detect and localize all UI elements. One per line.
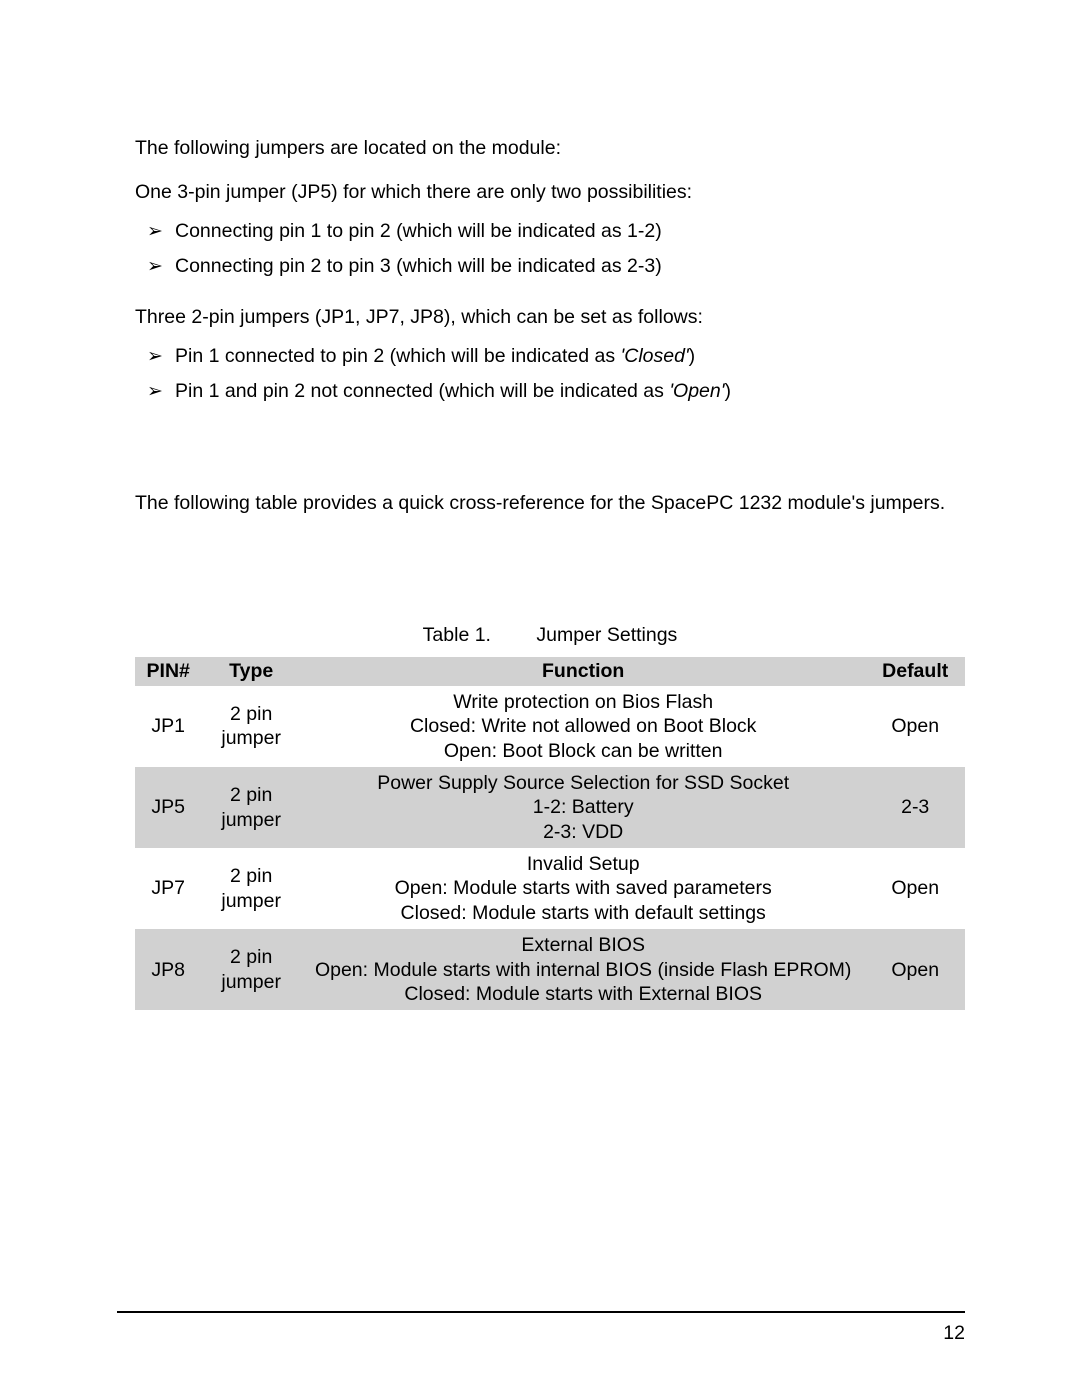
intro-paragraph-2: One 3-pin jumper (JP5) for which there a…: [135, 179, 965, 205]
table-header-row: PIN# Type Function Default: [135, 657, 965, 686]
bullet-icon: ➢: [135, 342, 175, 372]
cell-pin: JP1: [135, 686, 201, 767]
table-intro-paragraph: The following table provides a quick cro…: [135, 490, 965, 516]
table-row: JP12 pinjumperWrite protection on Bios F…: [135, 686, 965, 767]
col-header-pin: PIN#: [135, 657, 201, 686]
cell-function: Write protection on Bios FlashClosed: Wr…: [301, 686, 865, 767]
cell-type: 2 pinjumper: [201, 686, 301, 767]
cell-function: External BIOSOpen: Module starts with in…: [301, 929, 865, 1010]
cell-type: 2 pinjumper: [201, 767, 301, 848]
bullet-list-1: ➢ Connecting pin 1 to pin 2 (which will …: [135, 216, 965, 283]
cell-pin: JP7: [135, 848, 201, 929]
col-header-default: Default: [865, 657, 965, 686]
list-item: ➢ Pin 1 connected to pin 2 (which will b…: [135, 341, 965, 372]
table-row: JP52 pinjumperPower Supply Source Select…: [135, 767, 965, 848]
intro-paragraph-1: The following jumpers are located on the…: [135, 135, 965, 161]
cell-default: Open: [865, 848, 965, 929]
cell-type: 2 pinjumper: [201, 848, 301, 929]
list-item-text: Connecting pin 2 to pin 3 (which will be…: [175, 251, 662, 282]
list-item-text: Pin 1 and pin 2 not connected (which wil…: [175, 376, 731, 407]
bullet-icon: ➢: [135, 252, 175, 282]
bullet-icon: ➢: [135, 217, 175, 247]
cell-default: 2-3: [865, 767, 965, 848]
table-body: JP12 pinjumperWrite protection on Bios F…: [135, 686, 965, 1011]
page-number: 12: [943, 1322, 965, 1345]
table-caption: Table 1. Jumper Settings: [135, 624, 965, 647]
col-header-function: Function: [301, 657, 865, 686]
list-item: ➢ Pin 1 and pin 2 not connected (which w…: [135, 376, 965, 407]
table-row: JP72 pinjumperInvalid SetupOpen: Module …: [135, 848, 965, 929]
intro-paragraph-3: Three 2-pin jumpers (JP1, JP7, JP8), whi…: [135, 304, 965, 330]
cell-default: Open: [865, 929, 965, 1010]
table-row: JP82 pinjumperExternal BIOSOpen: Module …: [135, 929, 965, 1010]
cell-type: 2 pinjumper: [201, 929, 301, 1010]
document-page: The following jumpers are located on the…: [0, 0, 1080, 1397]
cell-function: Invalid SetupOpen: Module starts with sa…: [301, 848, 865, 929]
spacer: [135, 430, 965, 490]
spacer: [135, 534, 965, 624]
caption-title: Jumper Settings: [536, 624, 677, 646]
cell-pin: JP8: [135, 929, 201, 1010]
list-item-text: Connecting pin 1 to pin 2 (which will be…: [175, 216, 662, 247]
cell-default: Open: [865, 686, 965, 767]
list-item-text: Pin 1 connected to pin 2 (which will be …: [175, 341, 695, 372]
bullet-icon: ➢: [135, 377, 175, 407]
list-item: ➢ Connecting pin 1 to pin 2 (which will …: [135, 216, 965, 247]
list-item: ➢ Connecting pin 2 to pin 3 (which will …: [135, 251, 965, 282]
cell-pin: JP5: [135, 767, 201, 848]
bullet-list-2: ➢ Pin 1 connected to pin 2 (which will b…: [135, 341, 965, 408]
footer-rule: [117, 1311, 965, 1313]
cell-function: Power Supply Source Selection for SSD So…: [301, 767, 865, 848]
col-header-type: Type: [201, 657, 301, 686]
jumper-settings-table: PIN# Type Function Default JP12 pinjumpe…: [135, 657, 965, 1011]
caption-label: Table 1.: [423, 624, 491, 646]
